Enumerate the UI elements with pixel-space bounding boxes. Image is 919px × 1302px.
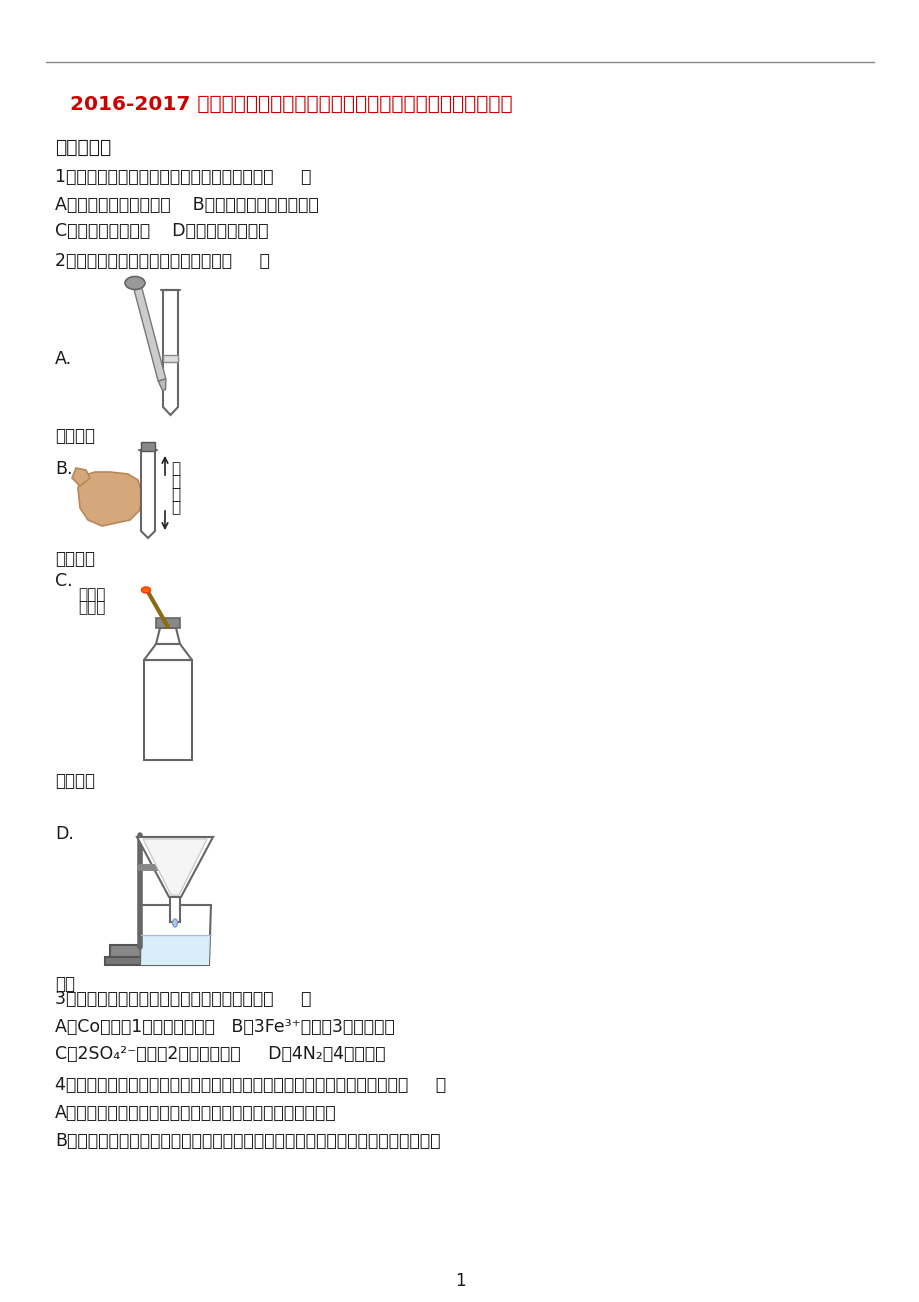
Polygon shape — [144, 644, 192, 660]
Text: 荡: 荡 — [171, 474, 180, 490]
Polygon shape — [137, 837, 213, 897]
Text: B．化合物是由不同种元素组成的纯净物，所以只含一种元素的物质一定不是化合物: B．化合物是由不同种元素组成的纯净物，所以只含一种元素的物质一定不是化合物 — [55, 1131, 440, 1150]
Bar — [110, 945, 199, 957]
Text: A．物质由固态变成气态    B．向澄清的石灰水中吹气: A．物质由固态变成气态 B．向澄清的石灰水中吹气 — [55, 197, 318, 214]
Polygon shape — [139, 905, 210, 965]
Polygon shape — [163, 290, 177, 415]
Text: C.: C. — [55, 572, 73, 590]
Ellipse shape — [125, 276, 145, 289]
Text: A．Co－－－1个一氧化碳分子   B．3Fe³⁺－－－3个亚铁离子: A．Co－－－1个一氧化碳分子 B．3Fe³⁺－－－3个亚铁离子 — [55, 1018, 394, 1036]
Bar — [105, 957, 205, 965]
Text: 振荡试管: 振荡试管 — [55, 549, 95, 568]
Text: C．2SO₄²⁻－－－2个硫酸根离子     D．4N₂－4个氮原子: C．2SO₄²⁻－－－2个硫酸根离子 D．4N₂－4个氮原子 — [55, 1046, 385, 1062]
Text: 1: 1 — [454, 1272, 465, 1290]
Polygon shape — [72, 467, 90, 486]
Polygon shape — [156, 628, 180, 644]
Polygon shape — [134, 288, 165, 381]
Bar — [144, 660, 192, 760]
Bar — [170, 897, 180, 922]
Text: 2016-2017 学年湖北省黄冈市红安实验中学九年级（上）期中化学试卷: 2016-2017 学年湖北省黄冈市红安实验中学九年级（上）期中化学试卷 — [70, 95, 512, 115]
Text: 振: 振 — [171, 461, 180, 477]
Ellipse shape — [142, 587, 151, 592]
Bar — [156, 618, 180, 628]
Text: 一、选择题: 一、选择题 — [55, 138, 111, 158]
Bar — [141, 441, 154, 450]
Text: A．阳离子一定带正电荷，所以带正电荷的粒子一定是阳离子: A．阳离子一定带正电荷，所以带正电荷的粒子一定是阳离子 — [55, 1104, 336, 1122]
Text: 2．下列实验操作符合规范要求的是（     ）: 2．下列实验操作符合规范要求的是（ ） — [55, 253, 269, 270]
Text: A.: A. — [55, 350, 72, 368]
Text: 过滤: 过滤 — [55, 975, 75, 993]
Text: B.: B. — [55, 460, 73, 478]
Text: 滴加液体: 滴加液体 — [55, 427, 95, 445]
Polygon shape — [141, 935, 210, 965]
Polygon shape — [141, 503, 154, 538]
Text: 方: 方 — [171, 487, 180, 503]
Polygon shape — [158, 379, 165, 391]
Polygon shape — [141, 450, 154, 538]
Text: 的木条: 的木条 — [78, 600, 106, 615]
Text: D.: D. — [55, 825, 74, 842]
Text: 向: 向 — [171, 500, 180, 516]
Text: 1．下列变化过程中一定会发生化学变化的是（     ）: 1．下列变化过程中一定会发生化学变化的是（ ） — [55, 168, 311, 186]
Text: 4．推理是学习化学的一种重要的方法，下列推理得出的相关结论合理的是（     ）: 4．推理是学习化学的一种重要的方法，下列推理得出的相关结论合理的是（ ） — [55, 1075, 446, 1094]
Text: C．工业上制取氧气    D．把黄瓜切成细丝: C．工业上制取氧气 D．把黄瓜切成细丝 — [55, 223, 268, 240]
Ellipse shape — [173, 919, 177, 927]
Text: 带火星: 带火星 — [78, 587, 106, 602]
Text: 氧气验满: 氧气验满 — [55, 772, 95, 790]
Bar — [163, 355, 177, 362]
Polygon shape — [78, 473, 142, 526]
Text: 3．下列化学用语与其所表达的意义一致的是（     ）: 3．下列化学用语与其所表达的意义一致的是（ ） — [55, 990, 311, 1008]
Polygon shape — [142, 838, 207, 894]
